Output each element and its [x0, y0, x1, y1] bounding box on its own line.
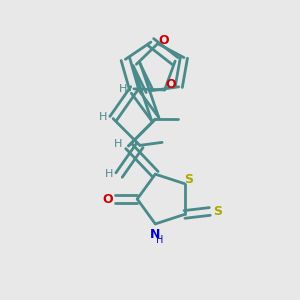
Text: S: S [213, 205, 222, 218]
Text: H: H [156, 235, 164, 245]
Text: H: H [114, 139, 122, 148]
Text: H: H [104, 169, 113, 178]
Text: S: S [184, 173, 194, 186]
Text: O: O [158, 34, 169, 47]
Text: H: H [98, 112, 107, 122]
Text: H: H [119, 84, 128, 94]
Text: N: N [150, 228, 160, 241]
Text: O: O [102, 193, 113, 206]
Text: O: O [165, 77, 176, 91]
